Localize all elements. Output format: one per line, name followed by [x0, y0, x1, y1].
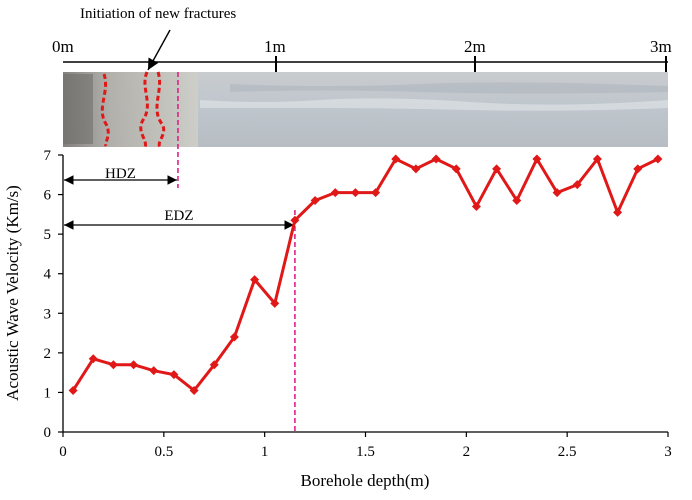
fracture-note: Initiation of new fractures: [80, 6, 236, 22]
data-point: [411, 164, 421, 174]
y-tick-label: 1: [44, 385, 52, 401]
data-point: [653, 154, 663, 164]
data-point: [431, 154, 441, 164]
x-tick-label: 1: [261, 444, 269, 460]
photo-scale-label: 3m: [650, 37, 672, 56]
data-point: [88, 354, 98, 364]
data-point: [229, 332, 239, 342]
photo-dark-edge: [63, 74, 93, 144]
data-point: [68, 385, 78, 395]
data-point: [492, 164, 502, 174]
zone-annotations: HDZ EDZ: [63, 72, 296, 432]
y-tick-label: 5: [44, 227, 52, 243]
data-point: [371, 188, 381, 198]
data-point: [250, 275, 260, 285]
photo-scale: 0m 1m 2m 3m: [52, 37, 672, 72]
y-tick-label: 3: [44, 306, 52, 322]
x-tick-label: 0.5: [154, 444, 173, 460]
data-point: [290, 215, 300, 225]
x-tick-label: 1.5: [356, 444, 375, 460]
data-point: [189, 385, 199, 395]
data-point: [169, 370, 179, 380]
fracture-trace-3: [155, 71, 166, 148]
photo-scale-label: 2m: [464, 37, 486, 56]
borehole-photo: [63, 71, 668, 148]
data-point: [471, 201, 481, 211]
data-point: [129, 360, 139, 370]
y-tick-label: 7: [44, 148, 52, 164]
fracture-trace-1: [100, 73, 110, 147]
series-layer: [68, 154, 663, 395]
data-point: [552, 188, 562, 198]
x-tick-label: 2.5: [558, 444, 577, 460]
photo-scale-label: 1m: [264, 37, 286, 56]
edz-label: EDZ: [164, 208, 193, 224]
photo-shadow-band: [230, 82, 668, 94]
data-point: [613, 207, 623, 217]
fracture-arrow: [147, 29, 171, 71]
y-axis-label: Acoustic Wave Velocity (Km/s): [3, 185, 22, 401]
x-tick-label: 2: [463, 444, 471, 460]
x-tick-label: 0: [59, 444, 67, 460]
data-point: [532, 154, 542, 164]
data-point: [149, 366, 159, 376]
x-axis-label: Borehole depth(m): [301, 471, 430, 490]
axes: Borehole depth(m) Acoustic Wave Velocity…: [3, 148, 672, 490]
hdz-label: HDZ: [105, 166, 136, 182]
data-point: [633, 164, 643, 174]
data-point: [270, 298, 280, 308]
photo-scale-label: 0m: [52, 37, 74, 56]
y-tick-label: 0: [44, 425, 52, 441]
data-point: [209, 360, 219, 370]
y-tick-label: 2: [44, 346, 52, 362]
photo-pale-band: [200, 98, 668, 111]
x-tick-label: 3: [664, 444, 672, 460]
data-point: [572, 180, 582, 190]
y-tick-label: 6: [44, 188, 52, 204]
series-line: [71, 157, 659, 392]
fracture-trace-2: [139, 71, 149, 148]
data-point: [391, 154, 401, 164]
data-point: [310, 196, 320, 206]
data-point: [451, 164, 461, 174]
data-point: [512, 196, 522, 206]
y-tick-label: 4: [44, 267, 52, 283]
data-point: [108, 360, 118, 370]
data-point: [330, 188, 340, 198]
data-point: [592, 154, 602, 164]
data-point: [350, 188, 360, 198]
